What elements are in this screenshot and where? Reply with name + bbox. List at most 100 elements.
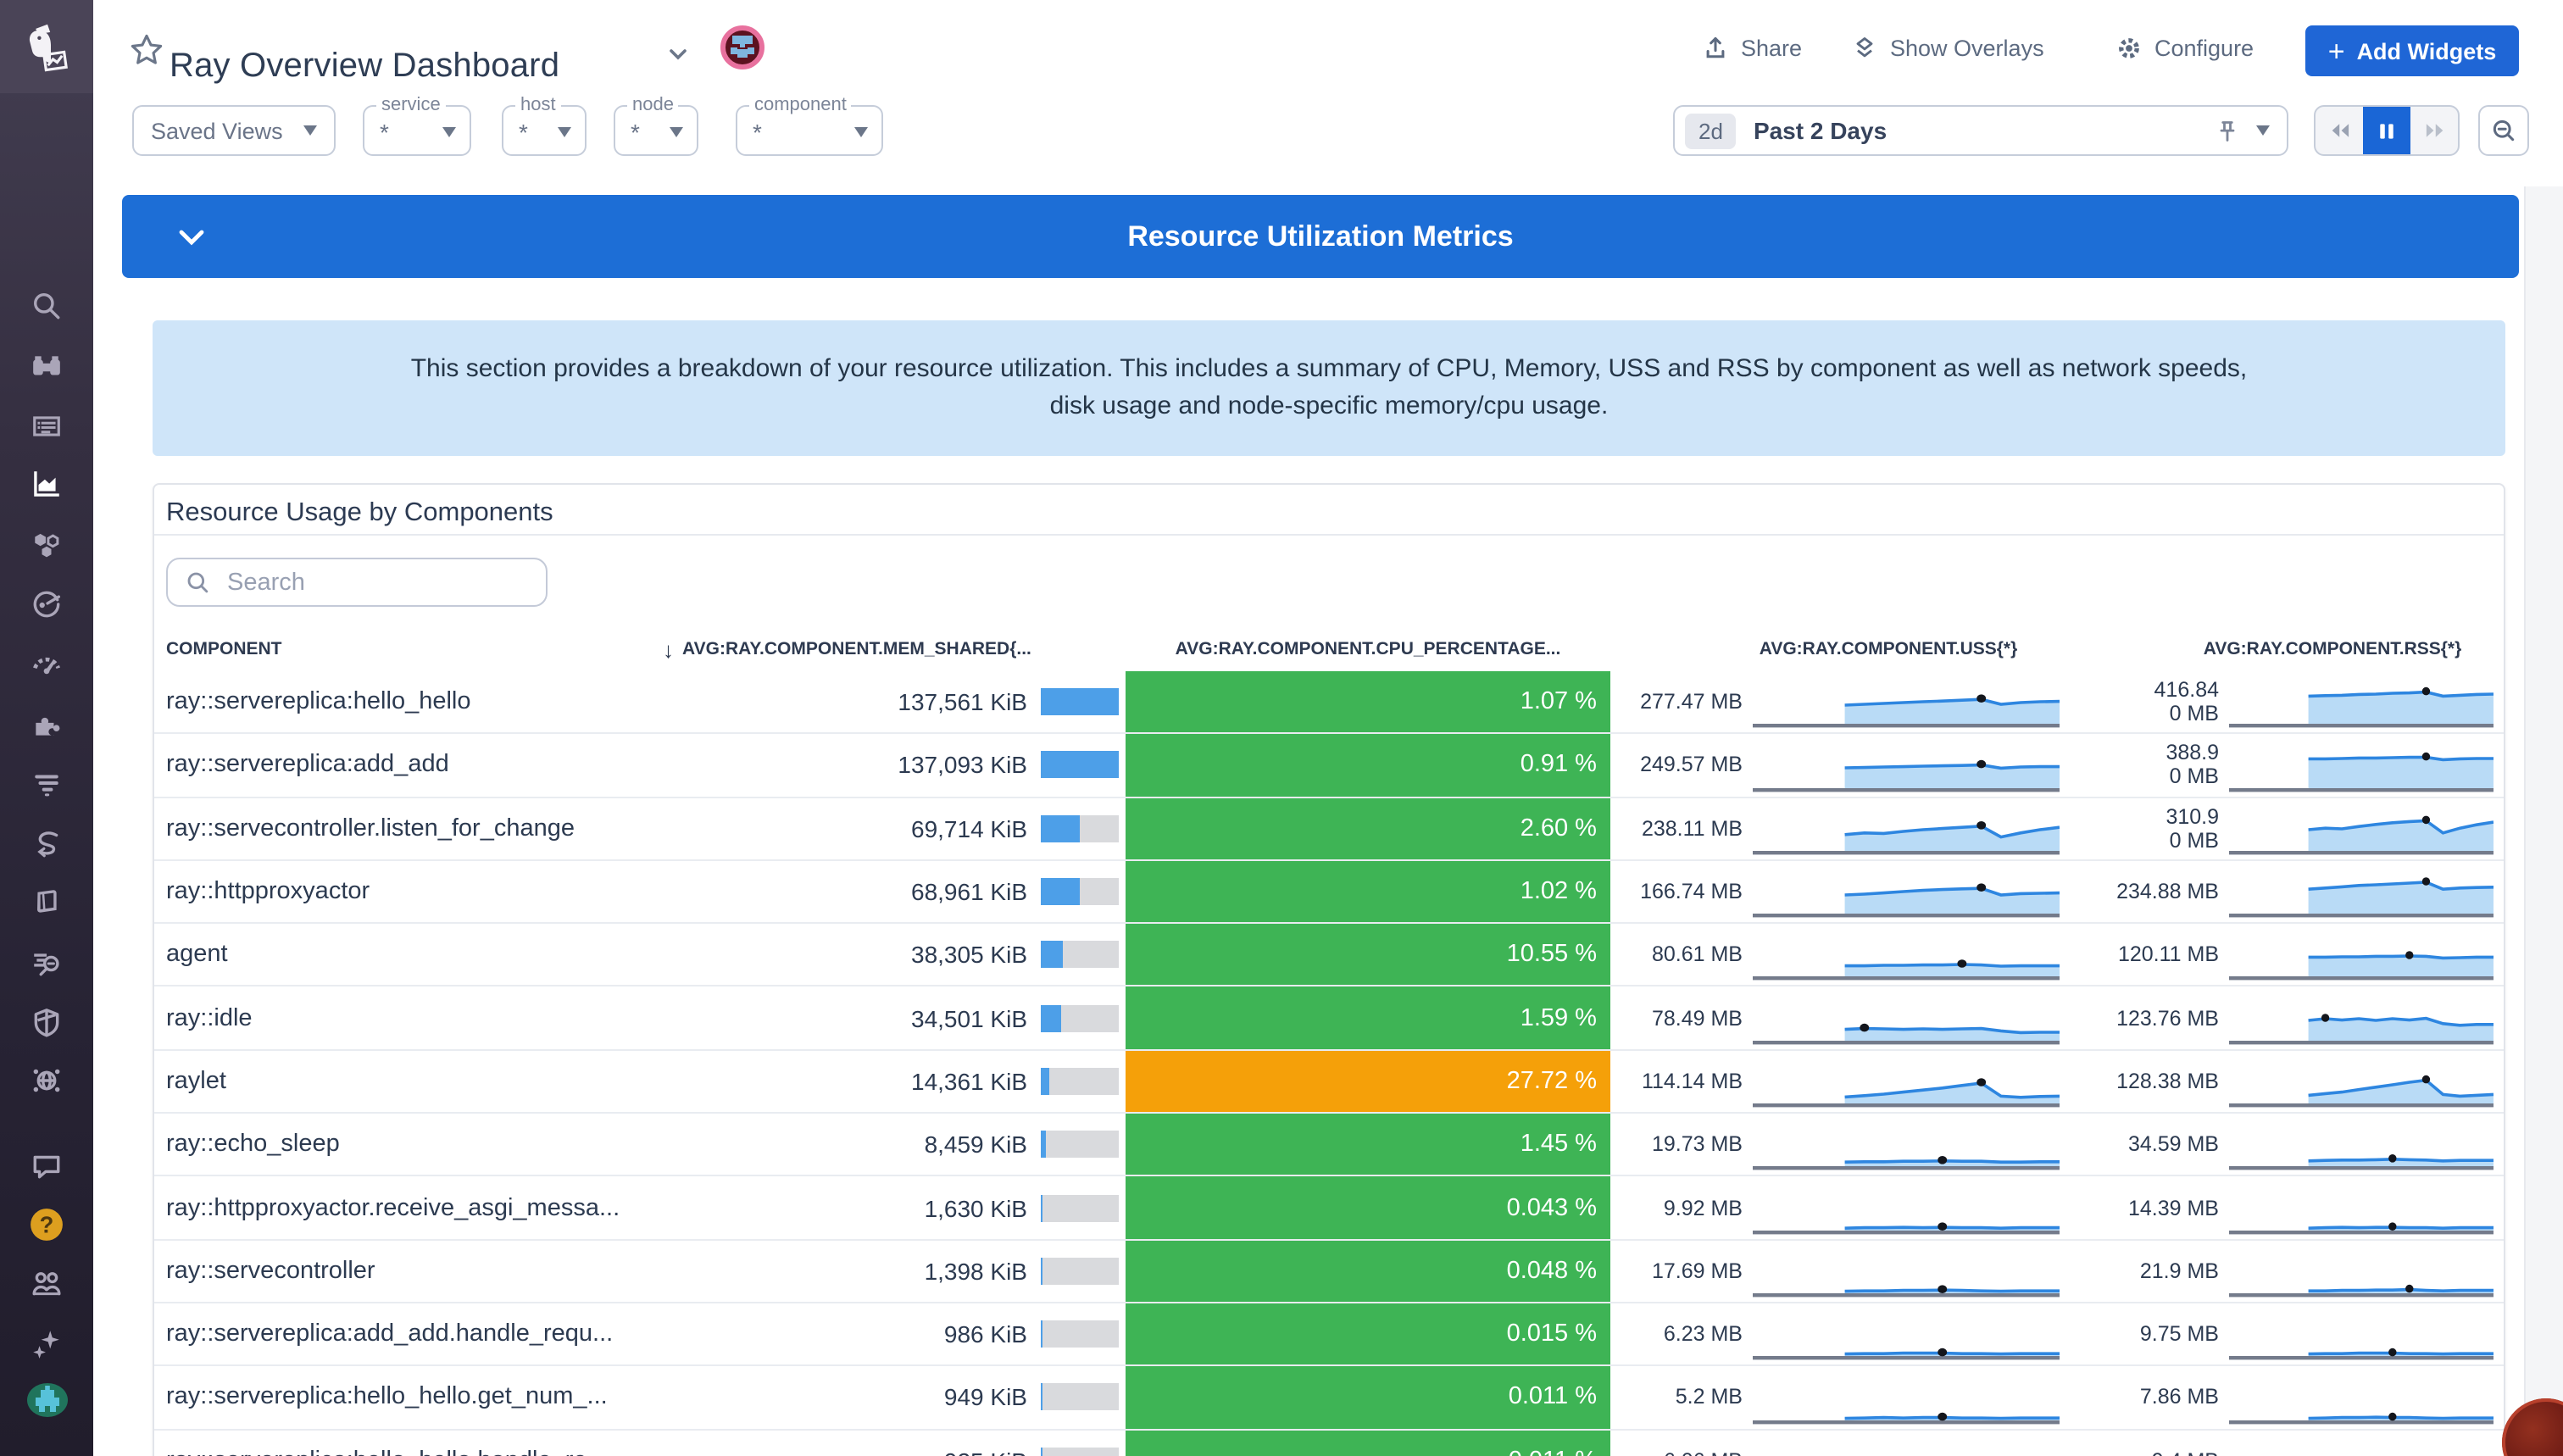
sidebar-item-gauge-icon[interactable] bbox=[0, 642, 93, 683]
uss-sparkline bbox=[1753, 679, 2060, 730]
time-rewind-button[interactable] bbox=[2316, 107, 2363, 154]
component-cell: agent bbox=[154, 924, 663, 986]
network-icon bbox=[31, 1064, 63, 1096]
section-title: Resource Utilization Metrics bbox=[1127, 220, 1513, 253]
column-header-mem-shared[interactable]: ↓ AVG:RAY.COMPONENT.MEM_SHARED{... bbox=[663, 636, 1126, 662]
saved-views-button[interactable]: Saved Views bbox=[132, 105, 336, 156]
component-cell: raylet bbox=[154, 1051, 663, 1113]
datadog-dog-icon bbox=[18, 18, 75, 75]
title-chevron-down-icon[interactable] bbox=[666, 42, 690, 75]
collapse-chevron-icon[interactable] bbox=[173, 222, 210, 261]
table-row: ray::servereplica:hello_hello.get_num_..… bbox=[154, 1367, 2504, 1431]
component-cell: ray::httpproxyactor bbox=[154, 861, 663, 923]
time-range-picker[interactable]: 2d Past 2 Days bbox=[1673, 105, 2288, 156]
share-icon bbox=[1702, 34, 1729, 63]
datadog-logo[interactable] bbox=[0, 0, 93, 93]
sidebar-item-dashboards-icon[interactable] bbox=[0, 405, 93, 446]
filter-component[interactable]: component * bbox=[736, 105, 883, 156]
assistant-bubble[interactable] bbox=[2502, 1398, 2563, 1456]
sidebar-item-ai-sparkles-icon[interactable] bbox=[0, 1322, 93, 1363]
mem-bar bbox=[1041, 1447, 1119, 1456]
search-input[interactable] bbox=[224, 567, 529, 597]
sidebar-item-log-search-icon[interactable] bbox=[0, 942, 93, 983]
zoom-out-button[interactable] bbox=[2478, 105, 2529, 156]
table-header: COMPONENT ↓ AVG:RAY.COMPONENT.MEM_SHARED… bbox=[154, 627, 2504, 671]
table-row: ray::echo_sleep 8,459 KiB 1.45 % 19.73 M… bbox=[154, 1114, 2504, 1177]
section-description-box: This section provides a breakdown of you… bbox=[153, 320, 2505, 456]
mem-shared-cell: 14,361 KiB bbox=[663, 1051, 1126, 1113]
rss-cell: 234.88 MB bbox=[2073, 861, 2507, 923]
section-description: This section provides a breakdown of you… bbox=[153, 351, 2505, 425]
favorite-star-icon[interactable] bbox=[129, 32, 164, 76]
sidebar-item-security-icon[interactable] bbox=[0, 1002, 93, 1042]
time-forward-button[interactable] bbox=[2410, 107, 2458, 154]
filter-node[interactable]: node * bbox=[614, 105, 698, 156]
sidebar-item-metrics-icon[interactable] bbox=[0, 463, 93, 503]
sidebar-item-integrations-icon[interactable] bbox=[0, 703, 93, 744]
chevron-down-icon bbox=[303, 125, 317, 136]
pin-icon[interactable] bbox=[2216, 118, 2239, 143]
uss-cell: 238.11 MB bbox=[1610, 797, 2073, 859]
rss-sparkline bbox=[2229, 1248, 2494, 1298]
plus-icon: + bbox=[2328, 36, 2345, 65]
time-pause-button[interactable] bbox=[2363, 107, 2410, 154]
column-header-cpu-percentage[interactable]: AVG:RAY.COMPONENT.CPU_PERCENTAGE... bbox=[1126, 639, 1610, 659]
sidebar-item-help-icon[interactable]: ? bbox=[0, 1203, 93, 1244]
configure-label: Configure bbox=[2154, 36, 2254, 61]
sidebar-item-logs-icon[interactable] bbox=[0, 763, 93, 803]
uss-sparkline bbox=[1753, 805, 2060, 856]
sidebar-item-pipelines-icon[interactable] bbox=[0, 822, 93, 863]
apm-icon bbox=[31, 587, 63, 620]
chevron-down-icon[interactable] bbox=[2256, 125, 2270, 136]
scroll-gutter[interactable] bbox=[2524, 186, 2563, 1456]
page-title: Ray Overview Dashboard bbox=[170, 48, 559, 87]
uss-cell: 277.47 MB bbox=[1610, 671, 2073, 733]
column-header-component[interactable]: COMPONENT bbox=[154, 639, 663, 659]
sidebar-item-chat-icon[interactable] bbox=[0, 1144, 93, 1185]
column-header-rss[interactable]: AVG:RAY.COMPONENT.RSS{*} bbox=[2073, 639, 2507, 659]
sidebar-item-network-icon[interactable] bbox=[0, 1059, 93, 1100]
share-button[interactable]: Share bbox=[1702, 34, 1802, 63]
add-widgets-button[interactable]: + Add Widgets bbox=[2305, 25, 2519, 76]
mem-shared-cell: 38,305 KiB bbox=[663, 924, 1126, 986]
table-row: ray::httpproxyactor.receive_asgi_messa..… bbox=[154, 1177, 2504, 1241]
dashboard-canvas: Resource Utilization Metrics This sectio… bbox=[93, 186, 2563, 1456]
rss-cell: 128.38 MB bbox=[2073, 1051, 2507, 1113]
share-label: Share bbox=[1741, 36, 1802, 61]
sidebar-item-apm-icon[interactable] bbox=[0, 583, 93, 624]
filter-service[interactable]: service * bbox=[363, 105, 471, 156]
component-cell: ray::httpproxyactor.receive_asgi_messa..… bbox=[154, 1177, 663, 1239]
uss-cell: 19.73 MB bbox=[1610, 1114, 2073, 1175]
show-overlays-button[interactable]: Show Overlays bbox=[1851, 34, 2044, 63]
column-header-uss[interactable]: AVG:RAY.COMPONENT.USS{*} bbox=[1610, 639, 2073, 659]
sidebar-item-user-avatar-icon[interactable] bbox=[0, 1380, 93, 1420]
filter-component-label: component bbox=[749, 95, 852, 115]
section-header[interactable]: Resource Utilization Metrics bbox=[122, 195, 2519, 278]
sidebar-item-org-users-icon[interactable] bbox=[0, 1263, 93, 1303]
uss-sparkline bbox=[1753, 1437, 2060, 1456]
search-icon bbox=[31, 289, 63, 321]
component-search[interactable] bbox=[166, 558, 548, 607]
sidebar-item-infrastructure-icon[interactable] bbox=[0, 524, 93, 564]
sidebar-item-notebooks-icon[interactable] bbox=[0, 881, 93, 922]
configure-button[interactable]: Configure bbox=[2115, 34, 2254, 63]
chevron-down-icon bbox=[854, 127, 868, 137]
uss-cell: 5.2 MB bbox=[1610, 1367, 2073, 1429]
dashboards-icon bbox=[31, 409, 63, 442]
rss-sparkline bbox=[2229, 1374, 2494, 1425]
sidebar-item-watchdog-icon[interactable] bbox=[0, 346, 93, 386]
table-row: ray::servereplica:hello_hello 137,561 Ki… bbox=[154, 671, 2504, 735]
sidebar-item-search-icon[interactable] bbox=[0, 285, 93, 325]
org-users-icon bbox=[31, 1267, 63, 1299]
chevron-down-icon bbox=[670, 127, 683, 137]
filter-host[interactable]: host * bbox=[502, 105, 587, 156]
uss-sparkline bbox=[1753, 742, 2060, 792]
sort-desc-icon: ↓ bbox=[663, 636, 674, 662]
uss-sparkline bbox=[1753, 1121, 2060, 1172]
help-icon: ? bbox=[29, 1206, 64, 1242]
integrations-icon bbox=[31, 708, 63, 740]
gauge-icon bbox=[31, 647, 63, 679]
divider bbox=[154, 534, 2504, 536]
time-range-label: Past 2 Days bbox=[1754, 117, 2216, 144]
component-cell: ray::servecontroller.listen_for_change bbox=[154, 797, 663, 859]
